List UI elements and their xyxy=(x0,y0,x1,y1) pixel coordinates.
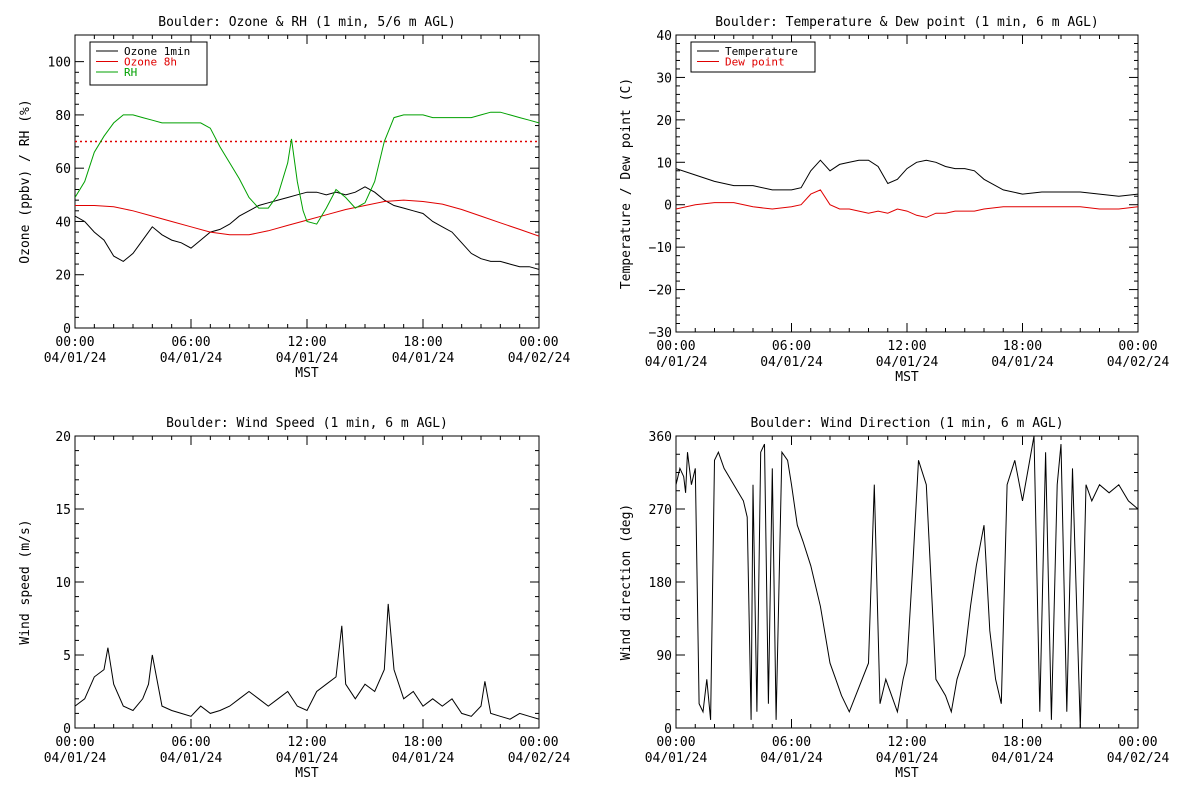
y-tick-label: 30 xyxy=(656,71,672,86)
x-tick-time-label: 12:00 xyxy=(887,735,926,750)
y-tick-label: −20 xyxy=(649,284,672,299)
x-tick-date-label: 04/01/24 xyxy=(760,355,823,370)
x-tick-date-label: 04/01/24 xyxy=(876,751,939,766)
panel-ozone-rh: Boulder: Ozone & RH (1 min, 5/6 m AGL) 0 2… xyxy=(18,15,570,381)
y-tick-label: 0 xyxy=(63,722,71,737)
x-tick-date-label: 04/01/24 xyxy=(876,355,939,370)
x-tick-time-label: 00:00 xyxy=(55,335,94,350)
plot-frame xyxy=(74,435,540,729)
x-axis-label: MST xyxy=(895,766,919,781)
x-tick-time-label: 00:00 xyxy=(519,735,558,750)
x-tick-date-label: 04/02/24 xyxy=(1107,751,1170,766)
x-tick-date-label: 04/01/24 xyxy=(645,751,708,766)
y-tick-label: 5 xyxy=(63,649,71,664)
y-tick-label: 40 xyxy=(656,29,672,44)
x-tick-date-label: 04/02/24 xyxy=(508,351,571,366)
x-axis-label: MST xyxy=(895,370,919,385)
x-tick-date-label: 04/02/24 xyxy=(508,751,571,766)
y-tick-label: 40 xyxy=(55,215,71,230)
panel-temperature-dewpoint: Boulder: Temperature & Dew point (1 min,… xyxy=(619,15,1169,385)
y-tick-label: 20 xyxy=(656,114,672,129)
y-tick-label: 15 xyxy=(55,503,71,518)
x-tick-date-label: 04/01/24 xyxy=(645,355,708,370)
x-tick-date-label: 04/01/24 xyxy=(392,351,455,366)
x-tick-date-label: 04/01/24 xyxy=(760,751,823,766)
series-line-ozone-8h xyxy=(75,199,539,237)
y-tick-label: 10 xyxy=(55,576,71,591)
x-tick-time-label: 06:00 xyxy=(171,335,210,350)
plot-frame xyxy=(675,34,1139,333)
x-tick-time-label: 00:00 xyxy=(1118,735,1157,750)
chart-title: Boulder: Temperature & Dew point (1 min,… xyxy=(715,15,1099,30)
x-tick-date-label: 04/01/24 xyxy=(392,751,455,766)
x-tick-time-label: 18:00 xyxy=(403,735,442,750)
x-tick-date-label: 04/01/24 xyxy=(991,751,1054,766)
x-tick-time-label: 00:00 xyxy=(519,335,558,350)
y-tick-label: 90 xyxy=(656,649,672,664)
x-tick-time-label: 18:00 xyxy=(403,335,442,350)
x-tick-date-label: 04/01/24 xyxy=(276,351,339,366)
y-tick-label: 0 xyxy=(63,322,71,337)
x-tick-time-label: 00:00 xyxy=(55,735,94,750)
y-tick-label: 60 xyxy=(55,162,71,177)
x-tick-time-label: 06:00 xyxy=(772,735,811,750)
x-tick-date-label: 04/01/24 xyxy=(44,351,107,366)
x-tick-time-label: 18:00 xyxy=(1003,339,1042,354)
series-line-ozone-1min xyxy=(75,186,539,270)
y-tick-label: −10 xyxy=(649,241,672,256)
plot-frame xyxy=(675,435,1139,729)
series-line-data xyxy=(676,436,1138,728)
y-tick-label: −30 xyxy=(649,326,672,341)
legend-box xyxy=(690,41,816,73)
legend-label: RH xyxy=(124,66,137,79)
y-axis-label: Wind direction (deg) xyxy=(619,504,634,661)
x-tick-date-label: 04/01/24 xyxy=(160,751,223,766)
legend-label: Ozone 8h xyxy=(124,56,177,69)
panel-wind-direction: Boulder: Wind Direction (1 min, 6 m AGL)… xyxy=(619,416,1169,781)
x-tick-time-label: 00:00 xyxy=(1118,339,1157,354)
legend-label: Ozone 1min xyxy=(124,45,190,58)
legend-box xyxy=(89,41,208,86)
y-tick-label: 20 xyxy=(55,269,71,284)
legend-label: Temperature xyxy=(725,45,798,58)
y-tick-label: 0 xyxy=(664,722,672,737)
y-tick-label: 10 xyxy=(656,156,672,171)
x-tick-time-label: 18:00 xyxy=(1003,735,1042,750)
x-tick-time-label: 06:00 xyxy=(171,735,210,750)
y-tick-label: 0 xyxy=(664,199,672,214)
series-line-rh xyxy=(75,111,539,225)
x-tick-time-label: 00:00 xyxy=(656,735,695,750)
chart-title: Boulder: Wind Speed (1 min, 6 m AGL) xyxy=(166,416,448,431)
legend-label: Dew point xyxy=(725,56,785,69)
y-axis-label: Wind speed (m/s) xyxy=(18,519,33,644)
x-tick-time-label: 12:00 xyxy=(887,339,926,354)
panel-wind-speed: Boulder: Wind Speed (1 min, 6 m AGL) 0 5 10… xyxy=(18,416,570,781)
x-tick-date-label: 04/02/24 xyxy=(1107,355,1170,370)
y-tick-label: 100 xyxy=(48,56,71,71)
x-tick-date-label: 04/01/24 xyxy=(44,751,107,766)
chart-title: Boulder: Wind Direction (1 min, 6 m AGL) xyxy=(750,416,1063,431)
x-tick-date-label: 04/01/24 xyxy=(276,751,339,766)
chart-title: Boulder: Ozone & RH (1 min, 5/6 m AGL) xyxy=(158,15,455,30)
series-line-data xyxy=(75,603,539,720)
y-tick-label: 80 xyxy=(55,109,71,124)
y-tick-label: 20 xyxy=(55,430,71,445)
x-axis-label: MST xyxy=(295,366,319,381)
series-line-temperature xyxy=(676,159,1138,197)
x-tick-date-label: 04/01/24 xyxy=(160,351,223,366)
x-tick-date-label: 04/01/24 xyxy=(991,355,1054,370)
y-axis-label: Ozone (ppbv) / RH (%) xyxy=(18,99,33,263)
y-axis-label: Temperature / Dew point (C) xyxy=(619,78,634,289)
y-tick-label: 360 xyxy=(649,430,672,445)
x-axis-label: MST xyxy=(295,766,319,781)
x-tick-time-label: 06:00 xyxy=(772,339,811,354)
x-tick-time-label: 12:00 xyxy=(287,335,326,350)
y-tick-label: 270 xyxy=(649,503,672,518)
y-tick-label: 180 xyxy=(649,576,672,591)
series-line-dew-point xyxy=(676,189,1138,218)
x-tick-time-label: 12:00 xyxy=(287,735,326,750)
x-tick-time-label: 00:00 xyxy=(656,339,695,354)
